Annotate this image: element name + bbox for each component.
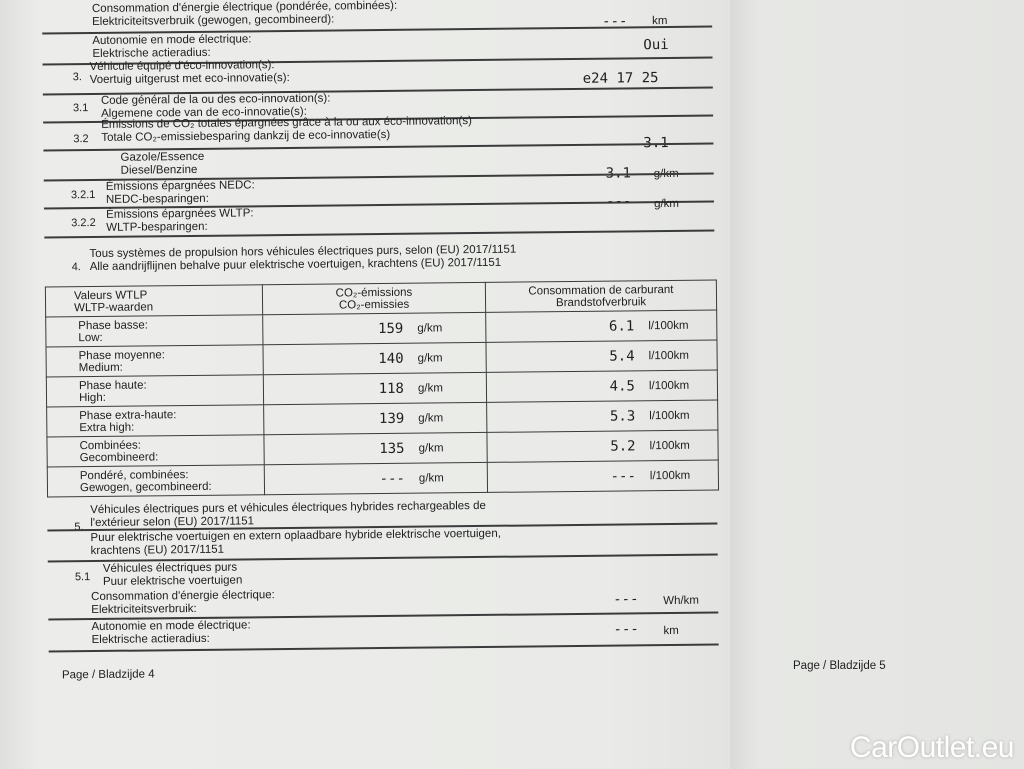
document-page-4: Consommation d'énergie électrique (pondé… xyxy=(42,0,719,682)
section-3-label: Véhicule équipé d'éco-innovation(s): Voer… xyxy=(89,59,290,86)
ev-range-label: Autonomie en mode électrique: Elektrische… xyxy=(91,619,251,646)
ev-range-value: --- xyxy=(613,621,639,638)
fuel-cell: --- l/100km xyxy=(487,459,719,493)
fuel-cell: 5.2 l/100km xyxy=(486,429,719,463)
phase-label: Phase haute: High: xyxy=(46,374,264,408)
section-3-number: 3. xyxy=(72,71,82,84)
co2-cell: 159 g/km xyxy=(262,312,486,345)
header-co2: CO₂-émissions CO₂-emissies xyxy=(262,282,486,315)
co2-unit: g/km xyxy=(418,441,444,455)
section-3-2-2-label: Émissions épargnées WLTP: WLTP-besparinge… xyxy=(106,207,254,234)
fuel-unit: l/100km xyxy=(649,409,690,422)
divider xyxy=(43,142,714,152)
range-label: Autonomie en mode électrique: Elektrische… xyxy=(92,33,252,60)
co2-unit: g/km xyxy=(417,381,443,395)
wltp-values-table: Valeurs WTLP WLTP-waarden CO₂-émissions CO… xyxy=(45,279,719,498)
co2-unit: g/km xyxy=(417,321,443,335)
fuel-label: Gazole/Essence Diesel/Benzine xyxy=(120,150,205,177)
elec-cons-label: Consommation d'énergie électrique (pondé… xyxy=(91,0,398,28)
fuel-value: 6.1 xyxy=(608,317,635,335)
section-3-2-number: 3.2 xyxy=(73,133,89,146)
phase-label: Phase moyenne: Medium: xyxy=(45,344,264,378)
fuel-unit: l/100km xyxy=(648,319,689,332)
fuel-cell: 4.5 l/100km xyxy=(486,369,718,403)
section-5-number: 5. xyxy=(74,521,84,534)
phase-label: Phase extra-haute: Extra high: xyxy=(46,404,264,438)
phase-label: Combinées: Gecombineerd: xyxy=(46,434,265,468)
section-4-number: 4. xyxy=(71,261,81,274)
left-page xyxy=(0,0,730,769)
wltp-saving-value: --- xyxy=(605,193,632,210)
eco-innovation-code: e24 17 25 xyxy=(582,70,659,87)
fuel-value: 5.3 xyxy=(609,407,636,425)
header-fuel-consumption: Consommation de carburant Brandstofverbru… xyxy=(485,279,717,313)
table-row: Pondéré, combinées: Gewogen, gecombineerd… xyxy=(47,459,719,498)
co2-cell: 118 g/km xyxy=(263,372,487,405)
co2-unit: g/km xyxy=(418,471,444,485)
section-5-1-label: Véhicules électriques purs Puur elektrisc… xyxy=(102,561,243,588)
page-number-5: Page / Bladzijde 5 xyxy=(793,660,886,672)
fuel-value: 5.4 xyxy=(609,347,635,365)
fuel-cell: 5.4 l/100km xyxy=(485,339,718,373)
section-3-2-label: Émissions de CO₂ totales épargnées grâce… xyxy=(101,115,472,144)
caroutlet-watermark: CarOutlet.eu xyxy=(849,731,1015,764)
fuel-unit: l/100km xyxy=(648,379,690,392)
co2-cell: --- g/km xyxy=(264,462,488,495)
right-page xyxy=(730,0,1024,769)
fuel-cell: 5.3 l/100km xyxy=(486,399,718,433)
co2-cell: 135 g/km xyxy=(263,432,488,465)
fuel-value: 4.5 xyxy=(609,377,636,395)
page-number-4: Page / Bladzijde 4 xyxy=(61,668,155,682)
header-wltp-values: Valeurs WTLP WLTP-waarden xyxy=(45,284,263,318)
co2-value: 140 xyxy=(378,350,404,367)
phase-label: Pondéré, combinées: Gewogen, gecombineerd… xyxy=(47,464,265,498)
ev-consumption-label: Consommation d'énergie électrique: Elektr… xyxy=(91,589,275,616)
co2-value: 159 xyxy=(377,320,404,337)
section-4-label: Tous systèmes de propulsion hors véhicul… xyxy=(89,243,517,273)
section-5-label-nl: Puur elektrische voertuigen en extern op… xyxy=(90,527,501,557)
fuel-value: --- xyxy=(610,467,636,485)
fuel-value: 5.2 xyxy=(610,437,636,455)
section-3-1-label: Code général de la ou des eco-innovation… xyxy=(100,92,331,120)
co2-value: 139 xyxy=(378,410,405,427)
section-3-2-1-number: 3.2.1 xyxy=(70,188,96,202)
co2-unit: g/km xyxy=(418,411,444,425)
ev-consumption-value: --- xyxy=(613,591,639,608)
fuel-unit: l/100km xyxy=(649,469,691,482)
fuel-unit: l/100km xyxy=(648,349,689,362)
co2-value: 118 xyxy=(378,380,405,397)
co2-value: --- xyxy=(379,470,405,487)
ev-range-unit: km xyxy=(663,624,679,638)
co2-unit: g/km xyxy=(417,351,443,365)
ev-consumption-unit: Wh/km xyxy=(663,594,700,608)
co2-cell: 140 g/km xyxy=(262,342,487,375)
section-3-2-2-number: 3.2.2 xyxy=(71,216,96,230)
range-value: Oui xyxy=(643,36,669,54)
co2-cell: 139 g/km xyxy=(263,402,487,435)
fuel-unit: l/100km xyxy=(649,439,690,452)
co2-value: 135 xyxy=(379,440,405,457)
section-3-1-number: 3.1 xyxy=(72,102,89,115)
fuel-cell: 6.1 l/100km xyxy=(485,309,717,343)
section-3-2-1-label: Émissions épargnées NEDC: NEDC-besparinge… xyxy=(105,179,255,206)
section-5-1-number: 5.1 xyxy=(74,571,91,584)
phase-label: Phase basse: Low: xyxy=(45,314,263,348)
wltp-saving-unit: g/km xyxy=(653,197,680,211)
